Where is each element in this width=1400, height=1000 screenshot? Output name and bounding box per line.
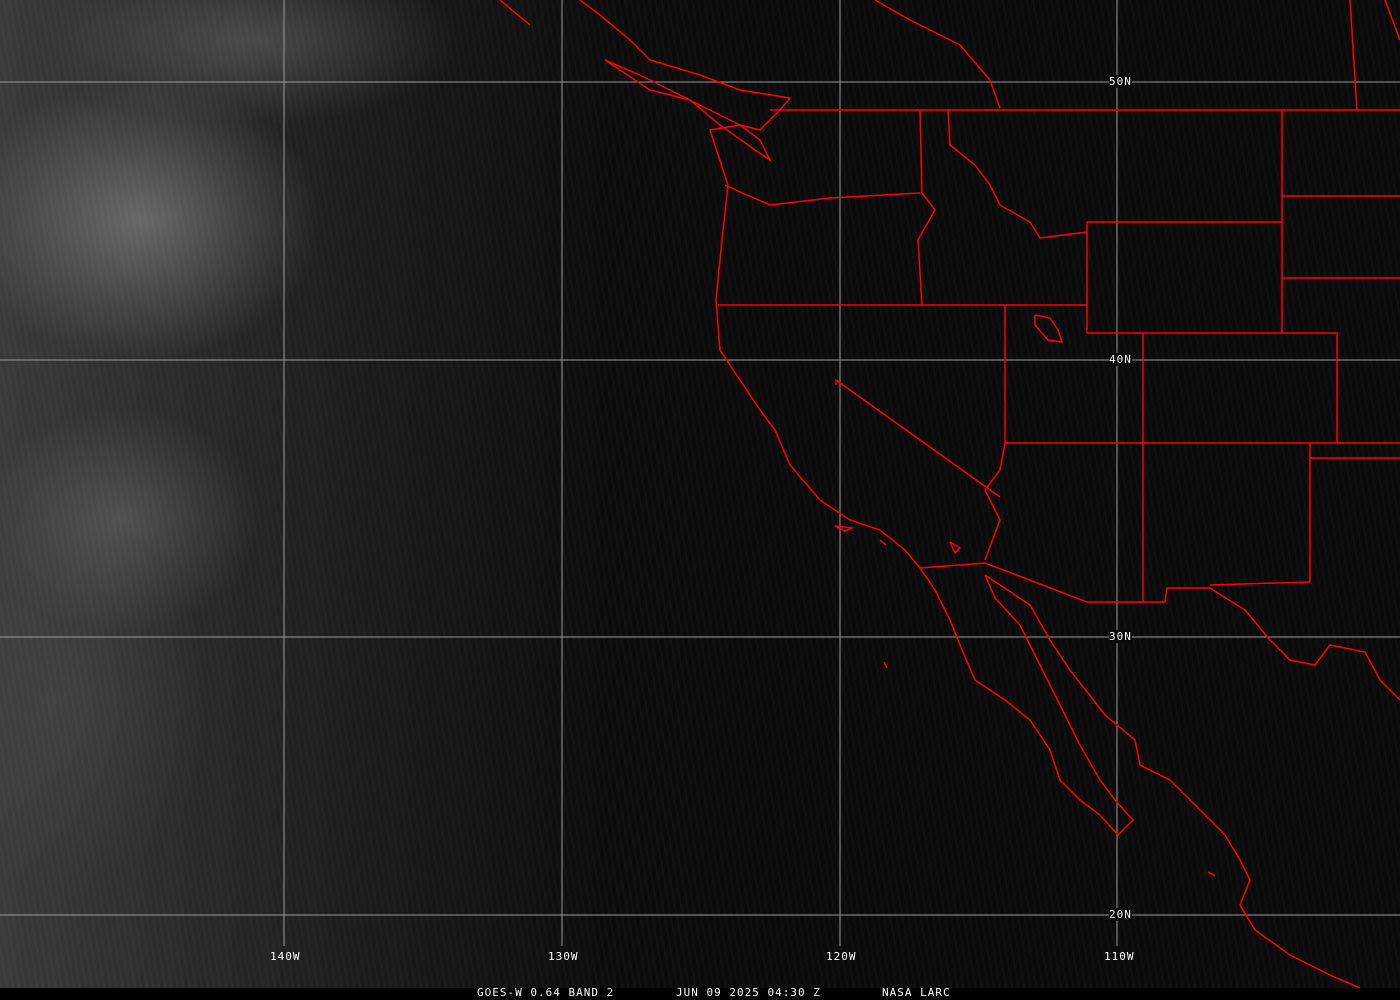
lat-label-20n: 20N xyxy=(1109,908,1132,921)
wa-or-line xyxy=(724,184,921,206)
island-line xyxy=(879,539,887,546)
sask-manitoba-line xyxy=(1384,0,1400,41)
west-coast-line xyxy=(709,109,921,569)
baja-west-line xyxy=(919,567,1135,837)
ut-co-north-line xyxy=(1087,332,1338,443)
bc-coast-line xyxy=(499,0,531,26)
nv-az-line xyxy=(984,305,1006,561)
island-line xyxy=(1207,871,1216,877)
lat-label-50n: 50N xyxy=(1109,75,1132,88)
lat-label-40n: 40N xyxy=(1109,353,1132,366)
mexico-coast-line xyxy=(984,574,1361,989)
great-salt-lake-line xyxy=(1034,314,1064,343)
alberta-sask-line xyxy=(1349,0,1358,111)
lon-label-110w: 110W xyxy=(1104,950,1135,963)
salton-sea-line xyxy=(949,541,962,555)
lat-label-30n: 30N xyxy=(1109,630,1132,643)
island-line xyxy=(883,661,888,669)
caption-source: NASA LARC xyxy=(882,986,951,999)
lon-label-130w: 130W xyxy=(548,950,579,963)
wa-id-or-id-line xyxy=(917,109,936,306)
ca-nv-line xyxy=(835,378,1001,498)
lon-label-120w: 120W xyxy=(826,950,857,963)
us-mexico-line xyxy=(919,562,1210,603)
bc-coast-line xyxy=(579,0,792,111)
nm-east-line xyxy=(1209,443,1311,586)
caption-datetime: JUN 09 2025 04:30 Z xyxy=(676,986,821,999)
bc-alberta-line xyxy=(874,0,1001,109)
channel-islands-line xyxy=(834,525,855,532)
lon-label-140w: 140W xyxy=(270,950,301,963)
id-mt-line xyxy=(947,109,1088,239)
vancouver-island-line xyxy=(604,59,772,163)
caption-product: GOES-W 0.64 BAND 2 xyxy=(477,986,615,999)
mexico-gulf-coast-line xyxy=(1209,587,1400,701)
caption-bar xyxy=(0,988,1400,1000)
